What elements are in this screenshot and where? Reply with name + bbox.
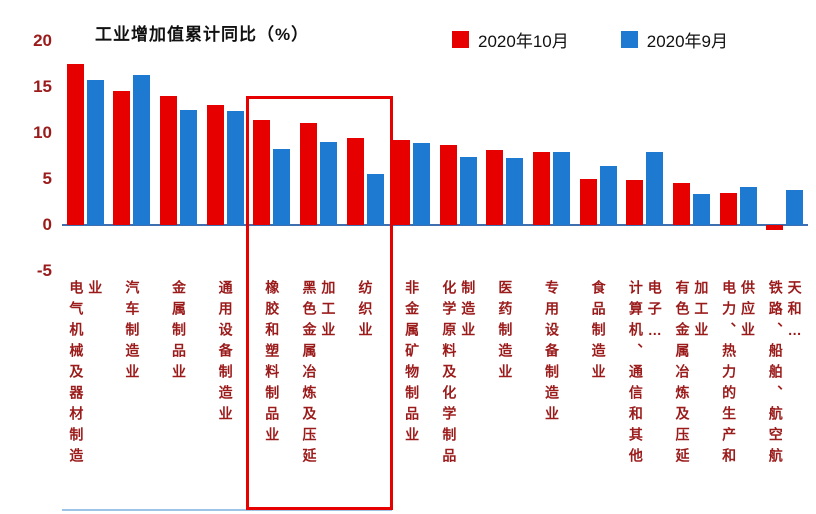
bar-2020-10	[579, 179, 597, 225]
y-axis-tick-label: 10	[33, 123, 52, 142]
y-axis-tick-label: -5	[36, 261, 52, 280]
bar-2020-10	[393, 140, 411, 225]
bar-2020-09	[506, 157, 524, 225]
category-label: 铁路、船舶、航空航天和…	[767, 280, 803, 469]
category-label: 有色金属冶炼及压延加工业	[674, 280, 710, 469]
bar-2020-09	[646, 152, 664, 225]
legend-swatch-icon	[620, 31, 638, 48]
bar-2020-09	[739, 187, 757, 225]
x-axis-zero-line	[62, 224, 808, 226]
bar-2020-09	[273, 148, 291, 225]
legend-swatch-icon	[452, 31, 469, 48]
bar-2020-10	[66, 64, 84, 225]
bar-2020-10	[160, 96, 178, 225]
bar-2020-10	[113, 90, 131, 225]
bar-2020-10	[439, 144, 457, 225]
category-label: 非金属矿物制品业	[404, 280, 421, 448]
bar-2020-09	[86, 79, 104, 225]
bar-2020-10	[299, 122, 317, 225]
bar-2020-09	[786, 190, 804, 225]
bar-2020-10	[719, 192, 737, 225]
legend-item-1: 2020年9月	[620, 27, 729, 52]
bar-2020-09	[459, 156, 477, 225]
category-label: 通用设备制造业	[217, 280, 234, 427]
legend-label: 2020年9月	[646, 32, 729, 51]
bar-2020-09	[319, 142, 337, 225]
category-label: 专用设备制造业	[544, 280, 560, 427]
category-label: 汽车制造业	[124, 280, 141, 385]
y-axis-tick-label: 20	[33, 31, 52, 50]
category-label: 电气机械及器材制造业	[68, 280, 104, 469]
bar-2020-10	[486, 150, 504, 225]
chart-title: 工业增加值累计同比（%）	[95, 25, 310, 44]
y-axis-tick-label: 15	[33, 77, 52, 96]
category-label: 医药制造业	[497, 280, 514, 385]
category-label: 食品制造业	[590, 280, 607, 385]
category-label: 橡胶和塑料制品业	[264, 280, 281, 448]
highlight-box	[245, 96, 394, 510]
bar-2020-09	[180, 110, 198, 225]
bar-2020-09	[226, 110, 244, 225]
bar-2020-10	[346, 137, 364, 225]
legend-item-0: 2020年10月	[452, 27, 569, 52]
bar-2020-09	[553, 152, 571, 225]
bar-2020-09	[692, 193, 710, 225]
category-label: 化学原料及化学制品制造业	[441, 280, 477, 469]
category-label: 电力、热力的生产和供应业	[721, 280, 756, 469]
category-label: 计算机、通信和其他电子…	[627, 280, 663, 469]
category-label: 纺织业	[357, 280, 374, 343]
bar-2020-10	[672, 182, 690, 225]
bar-2020-10	[766, 225, 784, 230]
bar-2020-09	[413, 143, 431, 225]
bottom-frame-line	[62, 509, 392, 511]
legend-label: 2020年10月	[478, 32, 569, 51]
bar-2020-10	[626, 179, 644, 225]
bar-2020-10	[533, 152, 551, 225]
y-axis-tick-label: 0	[42, 215, 52, 234]
bar-2020-09	[366, 174, 384, 225]
bar-2020-10	[253, 120, 271, 225]
bar-2020-10	[206, 105, 224, 225]
bar-2020-09	[133, 75, 151, 225]
legend: 2020年10月 2020年9月	[452, 27, 728, 52]
category-label: 黑色金属冶炼及压延加工业	[301, 280, 337, 469]
y-axis-tick-label: 5	[42, 169, 52, 188]
bar-2020-09	[599, 166, 617, 225]
category-label: 金属制品业	[171, 280, 187, 385]
